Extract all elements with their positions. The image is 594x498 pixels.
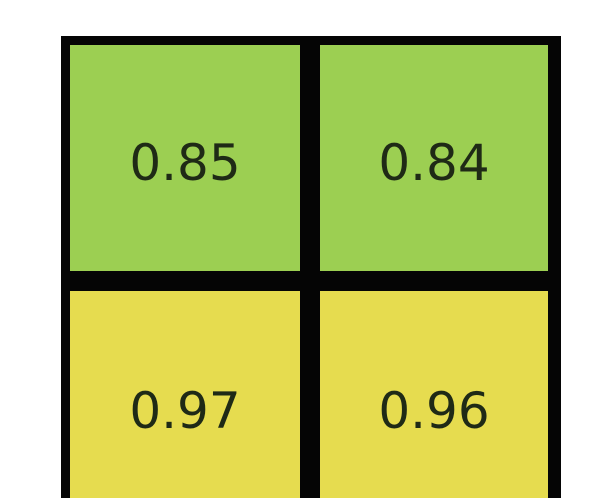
heatmap-cell-r2-c2 <box>320 291 548 498</box>
heatmap-cell-label-r2-c1: 0.97 <box>129 382 240 440</box>
heatmap-cells: 0.85 0.84 0.97 0.96 <box>70 45 548 498</box>
heatmap-cell-label-r1-c1: 0.85 <box>129 134 240 192</box>
heatmap-cell-label-r1-c2: 0.84 <box>378 134 489 192</box>
heatmap-cell-r1-c2 <box>320 45 548 271</box>
heatmap-cell-r1-c1 <box>70 45 300 271</box>
heatmap-cell-r2-c1 <box>70 291 300 498</box>
heatmap-cell-label-r2-c2: 0.96 <box>378 382 489 440</box>
